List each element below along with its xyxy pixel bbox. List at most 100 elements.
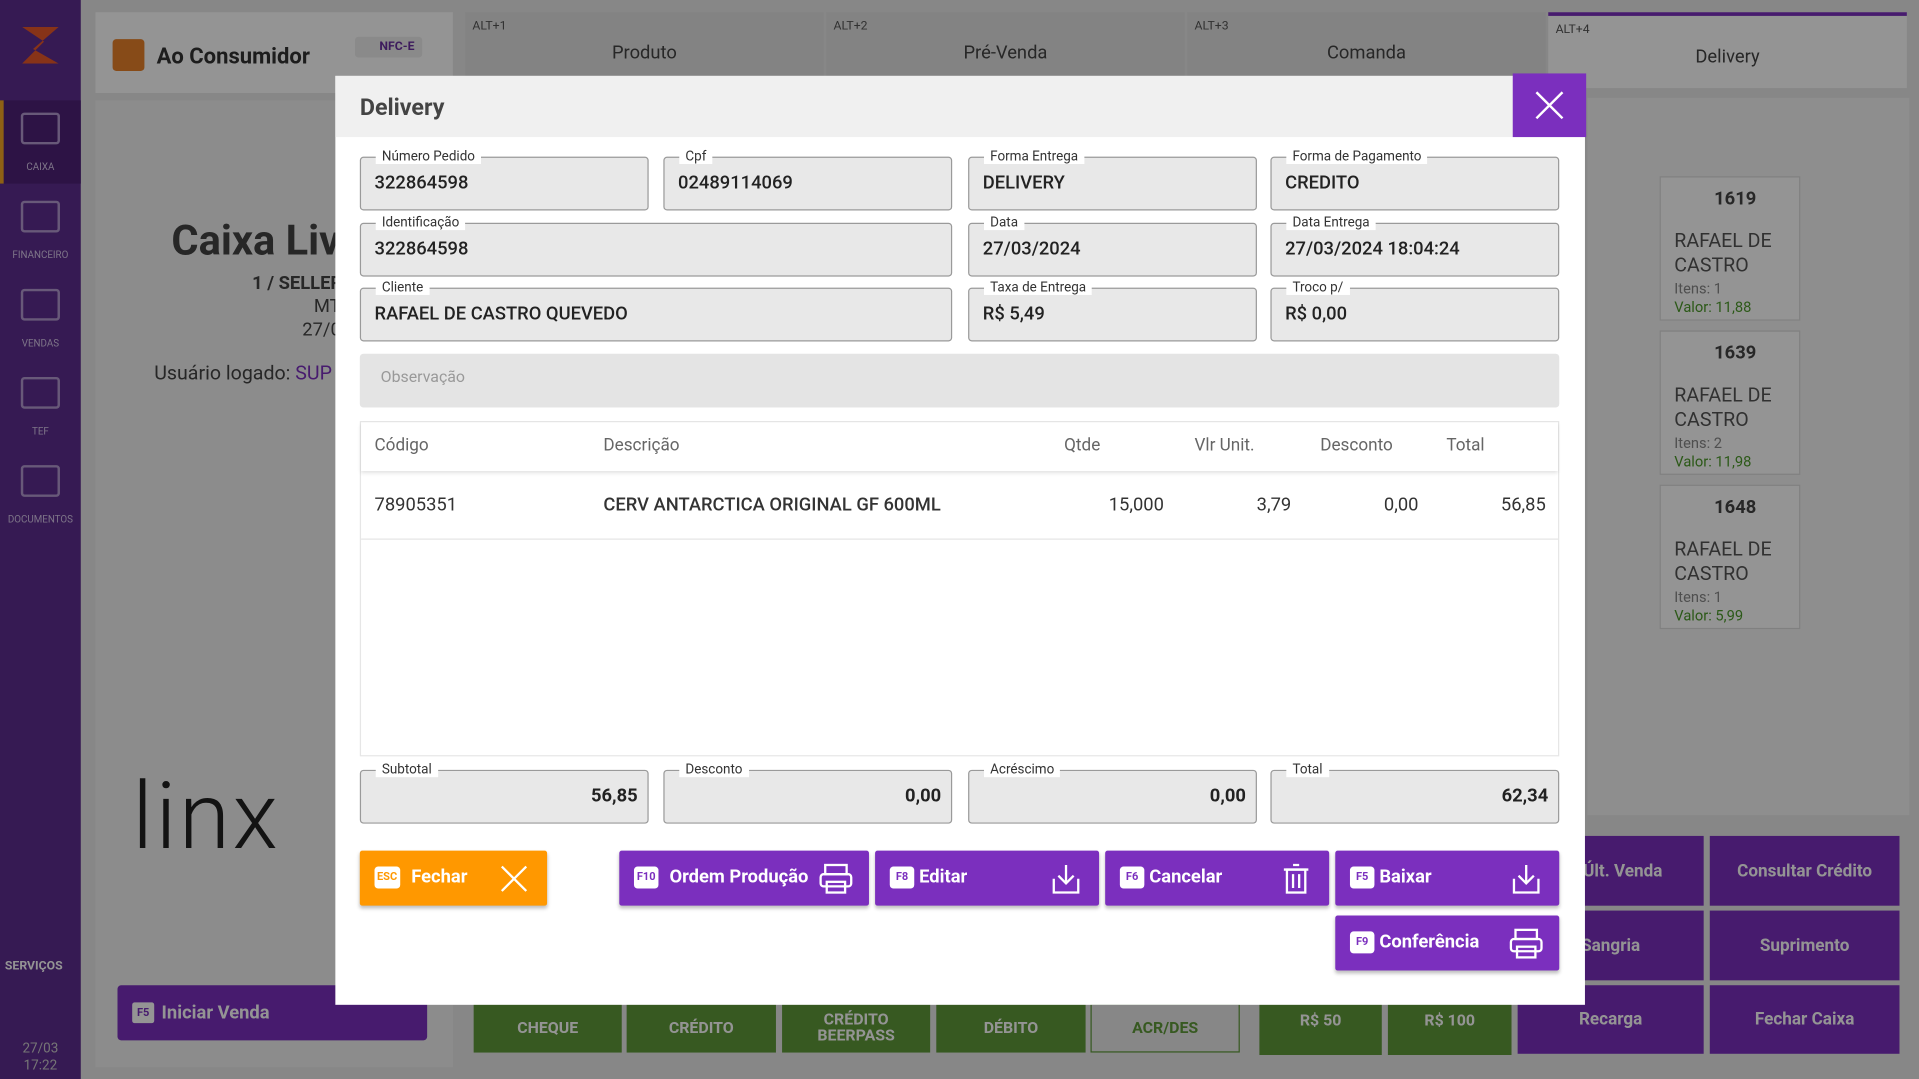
tab-shortcut: ALT+1: [472, 19, 507, 34]
field-value: R$ 0,00: [1285, 302, 1348, 325]
payment-button[interactable]: CHEQUE: [473, 1003, 622, 1053]
card-items: Itens: 2: [1674, 434, 1723, 452]
action-button[interactable]: Fechar Caixa: [1709, 985, 1900, 1054]
card-value: Valor: 11,98: [1674, 452, 1752, 470]
key-badge: ESC: [374, 866, 400, 889]
customer-name[interactable]: Ao Consumidor: [156, 44, 310, 70]
column-header: Descrição: [603, 435, 680, 456]
table-cell: 0,00: [1383, 493, 1419, 516]
action-button[interactable]: Consultar Crédito: [1709, 835, 1900, 906]
field: Identificação 322864598: [359, 213, 953, 276]
field-label: Desconto: [679, 761, 749, 778]
tab-label: Produto: [611, 41, 677, 64]
payment-button[interactable]: DÉBITO: [936, 1003, 1086, 1053]
brand-logo: linx: [132, 761, 281, 872]
payment-button[interactable]: CRÉDITO: [626, 1003, 776, 1053]
items-table: Código Descrição Qtde Vlr Unit. Desconto Tota…: [359, 421, 1560, 757]
field-value: RAFAEL DE CASTRO QUEVEDO: [374, 302, 628, 325]
delivery-card[interactable]: 1648 RAFAEL DE CASTRO Itens: 1 Valor: 5,99: [1659, 484, 1801, 630]
field: Desconto 0,00: [663, 761, 953, 824]
field: Data 27/03/2024: [968, 213, 1257, 276]
card-number: 1619: [1714, 187, 1757, 210]
sidebar-label[interactable]: TEF: [31, 425, 49, 437]
icon-svg: [1535, 91, 1564, 120]
modal-button[interactable]: F10 Ordem Produção: [619, 850, 869, 906]
sidebar-icon: [20, 288, 60, 321]
key-badge: F6: [1119, 866, 1145, 889]
field-value: CREDITO: [1285, 171, 1360, 194]
table-cell: 3,79: [1256, 493, 1292, 516]
sidebar-icon: [20, 200, 60, 233]
field-label: Cliente: [375, 279, 430, 295]
button-label: Conferência: [1379, 930, 1480, 953]
modal-button[interactable]: F6 Cancelar: [1105, 850, 1330, 906]
modal: Delivery Número Pedido 322864598 Cpf 0248911…: [335, 73, 1587, 1005]
icon: [496, 860, 533, 897]
field: Forma Entrega DELIVERY: [968, 148, 1257, 211]
column-header: Vlr Unit.: [1194, 435, 1255, 456]
button-label: Iniciar Venda: [161, 1001, 270, 1024]
delivery-card[interactable]: 1639 RAFAEL DE CASTRO Itens: 2 Valor: 11,98: [1659, 330, 1801, 475]
key-badge: F5: [1349, 866, 1375, 889]
field-label: Troco p/: [1286, 279, 1350, 295]
close-button[interactable]: [1512, 73, 1587, 138]
field: Troco p/R$ 0,00: [1270, 279, 1560, 342]
tab[interactable]: ALT+4 Delivery: [1548, 12, 1907, 89]
key-badge: F9: [1349, 931, 1375, 954]
sidebar-label[interactable]: FINANCEIRO: [12, 249, 69, 261]
modal-button[interactable]: F5 Baixar: [1335, 850, 1560, 906]
icon-svg: [500, 865, 528, 892]
field: Acréscimo 0,00: [968, 761, 1257, 824]
sidebar-icon: [20, 112, 60, 145]
payment-button[interactable]: ACR/DES: [1090, 1003, 1240, 1053]
field-value: 0,00: [905, 784, 942, 807]
modal-button[interactable]: F9 Conferência: [1335, 915, 1560, 971]
icon: [1508, 860, 1545, 897]
payment-button[interactable]: CRÉDITO BEERPASS: [782, 1003, 931, 1053]
icon: [818, 860, 855, 897]
field-value: 0,00: [1209, 784, 1246, 807]
delivery-card[interactable]: 1619 RAFAEL DE CASTRO Itens: 1 Valor: 11,88: [1659, 176, 1801, 321]
table-cell: 15,000: [1108, 493, 1164, 516]
tab-shortcut: ALT+3: [1194, 19, 1229, 34]
tab[interactable]: ALT+3 Comanda: [1187, 12, 1546, 89]
column-header: Qtde: [1064, 435, 1101, 456]
button-label: Editar: [919, 865, 968, 888]
field-label: Forma Entrega: [984, 148, 1085, 165]
sidebar-label[interactable]: VENDAS: [21, 337, 60, 349]
column-header: Desconto: [1320, 435, 1393, 456]
field: Total 62,34: [1270, 761, 1560, 824]
field: Subtotal 56,85: [359, 761, 649, 824]
user: SUP: [295, 361, 332, 385]
button-label: Cancelar: [1149, 865, 1223, 888]
modal-button[interactable]: ESC Fechar: [359, 850, 548, 906]
field-label: Acréscimo: [984, 761, 1061, 778]
field: Data Entrega 27/03/2024 18:04:24: [1270, 213, 1560, 276]
key-badge: F5: [132, 1002, 155, 1024]
icon-svg: [1509, 928, 1543, 959]
user-label: Usuário logado:: [154, 361, 296, 385]
date: 27/03: [22, 1040, 59, 1057]
key-badge: F8: [889, 866, 915, 889]
tab[interactable]: ALT+1 Produto: [465, 12, 824, 89]
sidebar-label[interactable]: CAIXA: [26, 161, 55, 173]
table-cell: 56,85: [1500, 493, 1546, 516]
modal-header: [335, 75, 1585, 138]
action-button[interactable]: Suprimento: [1709, 910, 1900, 981]
card-items: Itens: 1: [1674, 280, 1723, 298]
modal-title: Delivery: [359, 93, 445, 122]
sidebar-label[interactable]: DOCUMENTOS: [7, 514, 73, 526]
card-items: Itens: 1: [1674, 588, 1723, 606]
tab[interactable]: ALT+2 Pré-Venda: [826, 12, 1185, 89]
sidebar-icon: [20, 376, 60, 409]
icon: [1278, 860, 1315, 897]
field-label: Identificação: [375, 213, 466, 230]
card-name: RAFAEL DE CASTRO: [1674, 383, 1772, 431]
field: Forma de Pagamento CREDITO: [1270, 148, 1560, 211]
table-cell: CERV ANTARCTICA ORIGINAL GF 600ML: [603, 493, 941, 516]
observation: Observação: [359, 353, 1560, 408]
field-label: Número Pedido: [375, 148, 482, 165]
card-value: Valor: 5,99: [1674, 607, 1744, 625]
field-value: 27/03/2024: [982, 236, 1081, 259]
modal-button[interactable]: F8 Editar: [875, 850, 1100, 906]
